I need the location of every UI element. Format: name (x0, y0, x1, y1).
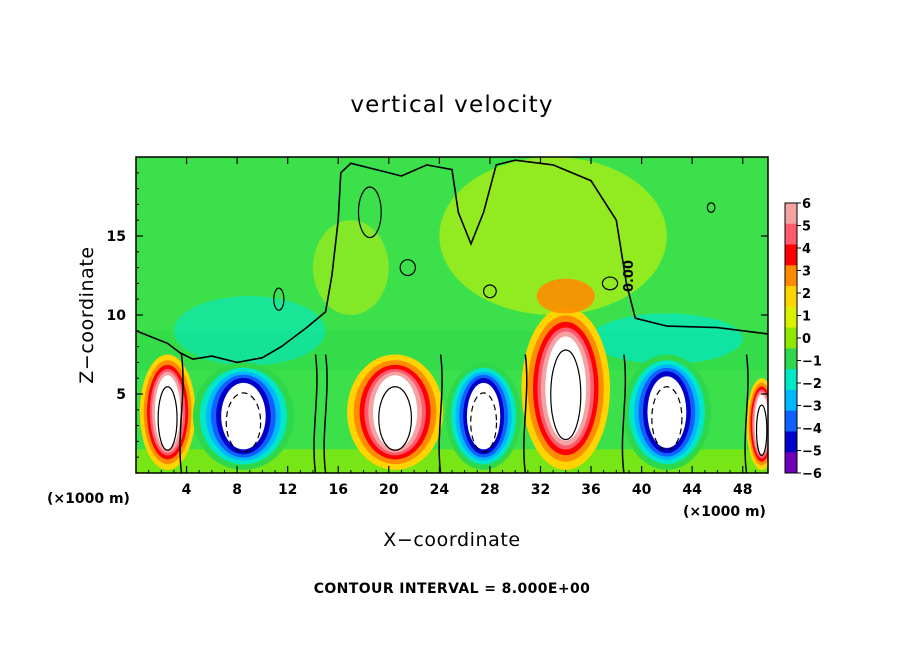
zero-contour-line (136, 159, 768, 364)
colorbar-label: −1 (802, 355, 822, 370)
colorbar-swatch (785, 327, 797, 349)
x-tick-label: 24 (430, 482, 450, 498)
positive-contour (157, 386, 178, 451)
x-axis-unit-right: (×1000 m) (683, 504, 766, 520)
zero-contour-line (744, 354, 749, 473)
x-tick-label: 36 (581, 482, 600, 498)
colorbar-swatch (785, 203, 797, 225)
colorbar-label: 6 (802, 197, 811, 212)
small-contour (273, 287, 285, 311)
colorbar-swatch (785, 265, 797, 287)
x-axis-unit-left: (×1000 m) (47, 491, 130, 507)
small-contour (601, 276, 619, 291)
surface-band (136, 449, 768, 473)
upper-weak-updraft-area (312, 220, 389, 315)
weak-downdraft-area (591, 313, 743, 364)
colorbar-swatch (785, 223, 797, 246)
x-axis-ticks: 4 8 12 16 20 24 28 32 36 40 44 48 (148, 157, 756, 498)
x-tick-label: 16 (328, 482, 347, 498)
y-tick-label: 10 (107, 308, 127, 324)
colorbar-swatch (785, 369, 797, 391)
colorbar-label: 0 (802, 332, 811, 347)
colorbar: 6 5 4 3 2 1 0 −1 −2 −3 −4 −5 −6 (784, 197, 822, 482)
x-tick-label: 12 (278, 482, 297, 498)
colorbar-swatch (785, 389, 797, 412)
colorbar-label: 5 (802, 220, 811, 235)
colorbar-label: −6 (802, 467, 822, 482)
x-tick-label: 32 (531, 482, 550, 498)
colorbar-label: 4 (802, 242, 811, 257)
colorbar-swatch (785, 306, 797, 329)
colorbar-label: −2 (802, 377, 822, 392)
zero-contour-line (621, 354, 627, 473)
positive-contour (550, 349, 582, 441)
chart-title-group: vertical velocity (350, 92, 553, 118)
colorbar-swatch (785, 348, 797, 370)
zero-contour-line (323, 354, 328, 473)
small-contour (483, 284, 497, 299)
y-axis-ticks: 5 10 15 (107, 172, 768, 458)
colorbar-label: −3 (802, 400, 822, 415)
colorbar-label: 2 (802, 287, 811, 302)
colorbar-swatch (785, 244, 797, 266)
zero-contour-line (438, 354, 443, 473)
updraft-cell (545, 336, 587, 441)
colorbar-swatch (785, 286, 797, 308)
colorbar-label: 3 (802, 265, 811, 280)
chart-title: vertical velocity (350, 92, 553, 118)
small-contour (357, 186, 382, 239)
upper-weak-updraft-area (439, 157, 667, 315)
updraft-crest (536, 278, 595, 314)
weak-downdraft-area (173, 296, 326, 366)
colorbar-label: −4 (802, 422, 822, 437)
zero-contour-line (523, 354, 528, 473)
y-tick-label: 15 (107, 229, 126, 245)
y-axis-label: Z−coordinate (76, 246, 98, 383)
zero-contour-line (179, 354, 184, 473)
small-contour (706, 202, 716, 213)
contour-interval-note: CONTOUR INTERVAL = 8.000E+00 (314, 581, 591, 597)
contour-value-label: 0.00 (622, 260, 637, 292)
x-tick-label: 28 (480, 482, 499, 498)
positive-contour (755, 404, 768, 457)
x-tick-label: 8 (232, 482, 242, 498)
y-tick-label: 5 (116, 387, 126, 403)
zero-contour-line (313, 354, 318, 473)
colorbar-label: −5 (802, 445, 822, 460)
x-tick-label: 4 (182, 482, 192, 498)
negative-contour (225, 392, 262, 453)
small-contour (399, 259, 416, 277)
positive-contour (378, 386, 413, 451)
negative-contour (651, 386, 683, 451)
x-tick-label: 48 (733, 482, 752, 498)
updraft-cell (373, 375, 418, 450)
x-tick-label: 20 (379, 482, 399, 498)
velocity-field (136, 157, 768, 473)
x-axis-label: X−coordinate (383, 529, 520, 551)
contour-lines (136, 159, 768, 473)
colorbar-label: 1 (802, 310, 811, 325)
colorbar-swatch (785, 431, 797, 453)
colorbar-swatch (785, 410, 797, 432)
x-tick-label: 40 (632, 482, 652, 498)
colorbar-swatch (785, 452, 797, 474)
x-tick-label: 44 (682, 482, 702, 498)
negative-contour (470, 392, 498, 453)
